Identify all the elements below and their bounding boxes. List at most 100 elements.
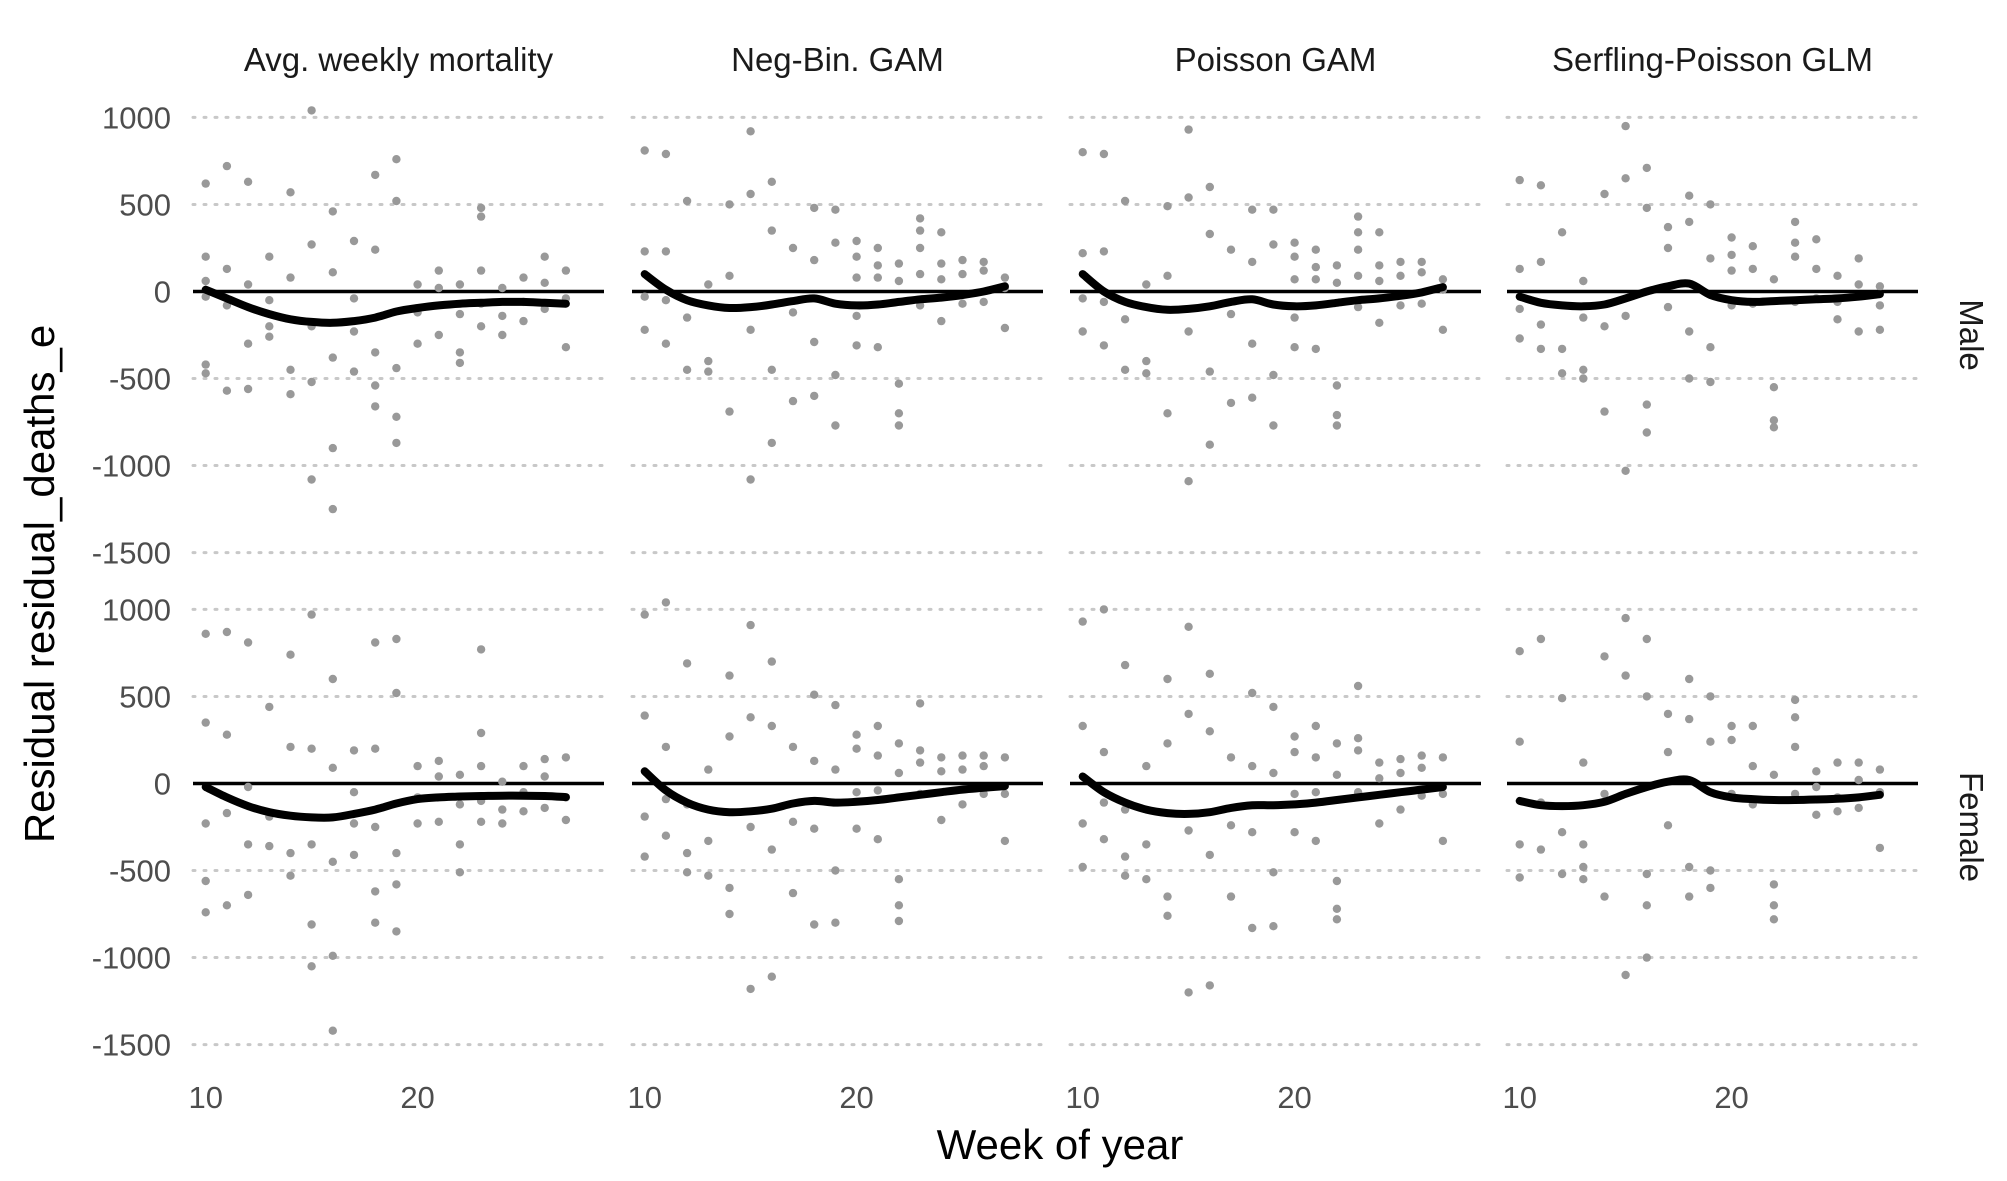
data-point bbox=[979, 266, 988, 275]
data-point bbox=[661, 794, 671, 804]
data-point bbox=[455, 868, 465, 877]
data-point bbox=[788, 742, 798, 752]
data-point bbox=[1078, 721, 1087, 731]
data-point bbox=[498, 283, 507, 293]
x-tick-label: 20 bbox=[400, 1080, 434, 1115]
data-point bbox=[979, 751, 988, 760]
data-point bbox=[371, 638, 380, 647]
data-point bbox=[979, 257, 988, 267]
data-point bbox=[958, 800, 967, 809]
data-point bbox=[873, 835, 882, 844]
data-point bbox=[1663, 709, 1673, 719]
data-point bbox=[1099, 798, 1109, 807]
data-point bbox=[661, 247, 671, 256]
data-point bbox=[307, 840, 316, 849]
data-point bbox=[519, 807, 528, 816]
data-point bbox=[937, 815, 946, 825]
data-point bbox=[788, 396, 798, 406]
data-point bbox=[1269, 922, 1278, 931]
data-point bbox=[1248, 339, 1257, 348]
data-point bbox=[434, 772, 443, 781]
data-point bbox=[1142, 761, 1151, 771]
data-point bbox=[852, 311, 861, 321]
data-point bbox=[1685, 327, 1694, 336]
data-point bbox=[1706, 692, 1715, 701]
data-point bbox=[725, 407, 734, 416]
data-point bbox=[1748, 264, 1758, 274]
data-point bbox=[1332, 876, 1342, 886]
data-point bbox=[1205, 440, 1215, 449]
y-tick-label: -1000 bbox=[92, 941, 171, 976]
data-point bbox=[1000, 273, 1010, 282]
x-tick-label: 20 bbox=[839, 1080, 873, 1115]
data-point bbox=[661, 831, 671, 840]
data-point bbox=[1396, 754, 1405, 764]
data-point bbox=[1727, 250, 1736, 260]
data-point bbox=[894, 409, 904, 418]
data-point bbox=[392, 848, 401, 858]
data-point bbox=[1184, 988, 1193, 997]
gridlines bbox=[191, 115, 1920, 1047]
data-point bbox=[1748, 761, 1758, 771]
data-point bbox=[852, 730, 861, 739]
data-point bbox=[1184, 327, 1193, 336]
smooth-curves bbox=[201, 270, 1884, 822]
data-point bbox=[328, 674, 337, 684]
data-point bbox=[243, 384, 253, 394]
data-point bbox=[243, 638, 253, 647]
data-point bbox=[1515, 175, 1524, 185]
data-point bbox=[704, 280, 713, 289]
x-tick-label: 10 bbox=[188, 1080, 222, 1115]
data-point bbox=[201, 718, 210, 727]
facet-row-label: Female bbox=[1953, 772, 1990, 882]
data-point bbox=[413, 819, 422, 828]
data-point bbox=[1685, 674, 1694, 684]
data-point bbox=[519, 761, 528, 771]
data-point bbox=[810, 255, 819, 265]
data-point bbox=[1000, 753, 1010, 762]
data-point bbox=[371, 918, 380, 927]
data-point bbox=[937, 259, 946, 268]
data-point bbox=[1000, 836, 1010, 846]
data-point bbox=[222, 901, 232, 910]
data-point bbox=[1854, 327, 1863, 336]
data-point bbox=[1685, 191, 1694, 200]
data-point bbox=[1332, 739, 1342, 748]
data-point bbox=[286, 273, 295, 282]
data-point bbox=[1290, 238, 1299, 247]
data-point bbox=[1142, 369, 1151, 378]
data-point bbox=[1311, 721, 1321, 731]
y-tick-label: -500 bbox=[109, 854, 171, 889]
data-point bbox=[455, 800, 465, 809]
data-point bbox=[1642, 163, 1652, 173]
data-point bbox=[1396, 768, 1405, 778]
data-point bbox=[937, 753, 946, 762]
data-point bbox=[476, 761, 486, 771]
data-point bbox=[1269, 702, 1278, 712]
data-point bbox=[201, 360, 210, 369]
data-point bbox=[1579, 840, 1588, 849]
data-point bbox=[937, 316, 946, 326]
data-point bbox=[1727, 233, 1736, 242]
data-point bbox=[1621, 671, 1630, 680]
data-point bbox=[725, 200, 734, 209]
data-point bbox=[894, 768, 904, 778]
data-point bbox=[476, 266, 486, 275]
data-point bbox=[1269, 205, 1278, 214]
data-point bbox=[810, 337, 819, 347]
data-point bbox=[1332, 904, 1342, 913]
data-point bbox=[1621, 174, 1630, 183]
data-point bbox=[1621, 466, 1630, 475]
data-point bbox=[1748, 721, 1758, 731]
data-point bbox=[640, 812, 649, 821]
data-point bbox=[1184, 622, 1193, 631]
data-point bbox=[243, 782, 253, 792]
data-point bbox=[704, 765, 713, 774]
data-point bbox=[640, 711, 649, 720]
data-point bbox=[413, 339, 422, 348]
data-point bbox=[1290, 828, 1299, 837]
data-point bbox=[1163, 202, 1172, 211]
data-point bbox=[767, 177, 776, 186]
data-point bbox=[498, 777, 507, 786]
data-point bbox=[201, 908, 210, 917]
